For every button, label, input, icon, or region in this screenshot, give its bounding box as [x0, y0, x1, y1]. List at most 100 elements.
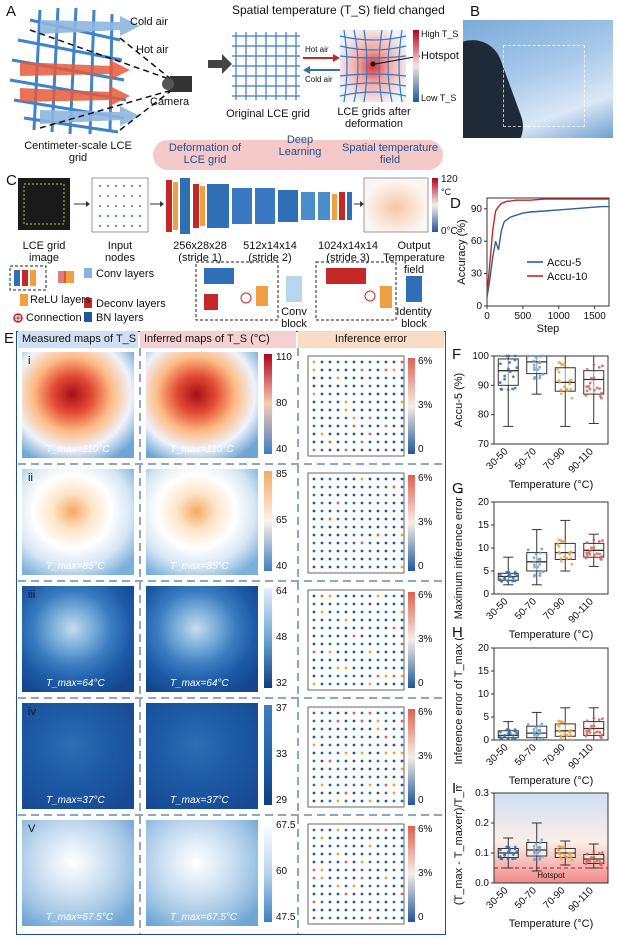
error-point	[336, 517, 340, 521]
colorbar-tick: 64	[276, 586, 288, 597]
error-point	[384, 884, 388, 888]
error-point	[392, 836, 396, 840]
error-point	[312, 448, 316, 452]
error-point	[376, 900, 380, 904]
error-point	[312, 432, 316, 436]
header-measured: Measured maps of T_S	[18, 331, 138, 348]
error-point	[360, 828, 364, 832]
error-point	[376, 424, 380, 428]
data-point	[557, 545, 561, 548]
error-point	[376, 642, 380, 646]
error-point	[344, 674, 348, 678]
error-point	[336, 440, 340, 444]
data-point	[534, 356, 538, 359]
error-point	[336, 799, 340, 803]
data-point	[592, 388, 596, 392]
identity-block-label: Identity block	[396, 306, 432, 330]
data-point	[588, 381, 592, 385]
error-point	[336, 424, 340, 428]
error-point	[328, 884, 332, 888]
error-point	[336, 916, 340, 920]
data-point	[533, 368, 536, 372]
error-point	[352, 828, 356, 832]
network-layers	[166, 178, 352, 234]
error-point	[392, 900, 396, 904]
data-point	[563, 555, 566, 558]
data-point	[511, 375, 515, 379]
error-point	[360, 440, 364, 444]
pill-right-text: Spatial temperature field	[342, 142, 438, 166]
data-point	[532, 847, 536, 851]
data-point	[589, 855, 593, 859]
error-point	[376, 836, 380, 840]
data-point	[557, 360, 561, 364]
error-point	[368, 392, 372, 396]
error-point	[400, 876, 404, 880]
error-point	[400, 565, 404, 569]
data-point	[592, 538, 596, 542]
error-point	[336, 493, 340, 497]
error-point	[344, 775, 348, 779]
data-point	[498, 573, 502, 576]
data-point	[587, 729, 591, 733]
error-point	[360, 557, 364, 561]
error-point	[336, 844, 340, 848]
error-point	[376, 493, 380, 497]
error-point	[392, 767, 396, 771]
error-point	[368, 602, 372, 606]
error-point	[320, 908, 324, 912]
error-point	[320, 477, 324, 481]
data-point	[565, 734, 569, 738]
error-point	[360, 517, 364, 521]
legend-bn-label: BN layers	[96, 312, 144, 324]
error-map-frame	[307, 589, 405, 691]
data-point	[499, 857, 503, 861]
camera-view-lines	[29, 29, 173, 131]
error-point	[384, 525, 388, 529]
error-point	[400, 844, 404, 848]
data-point	[534, 552, 538, 556]
data-point	[559, 559, 563, 563]
y-tick-label: 15	[478, 520, 490, 531]
error-point	[384, 392, 388, 396]
panel-letter-f: F	[452, 346, 462, 363]
error-point	[320, 384, 324, 388]
error-point	[360, 392, 364, 396]
error-point	[328, 594, 332, 598]
error-point	[352, 900, 356, 904]
error-point	[352, 541, 356, 545]
data-point	[513, 728, 517, 732]
data-point	[595, 552, 599, 555]
error-point	[400, 892, 404, 896]
error-point	[360, 767, 364, 771]
error-point	[352, 791, 356, 795]
error-colorbar-tick: 3%	[418, 517, 433, 528]
plot-frame	[493, 792, 609, 884]
error-point	[336, 525, 340, 529]
error-point	[328, 916, 332, 920]
error-point	[384, 674, 388, 678]
error-point	[392, 416, 396, 420]
data-point	[570, 562, 574, 566]
error-point	[376, 775, 380, 779]
error-point	[320, 791, 324, 795]
data-point	[601, 539, 604, 542]
data-point	[507, 728, 511, 732]
error-point	[328, 501, 332, 505]
photo-grid-outline	[503, 45, 585, 127]
error-point	[400, 525, 404, 529]
error-point	[400, 485, 404, 489]
error-point	[400, 440, 404, 444]
data-point	[533, 563, 536, 567]
error-point	[392, 634, 396, 638]
x-tick-label: 1500	[584, 311, 607, 322]
error-point	[400, 424, 404, 428]
data-point	[592, 860, 596, 864]
y-tick-label: 0.0	[475, 878, 489, 889]
error-point	[392, 666, 396, 670]
data-point	[584, 734, 588, 738]
error-point	[360, 900, 364, 904]
error-point	[376, 852, 380, 856]
plot-frame	[486, 197, 610, 307]
error-point	[400, 400, 404, 404]
